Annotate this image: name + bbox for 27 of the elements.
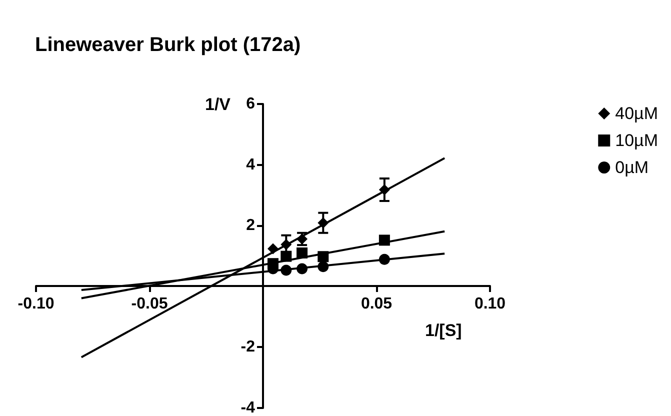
y-tick-label: -4 (240, 400, 256, 416)
point (318, 217, 329, 228)
point (280, 238, 292, 250)
point (280, 264, 292, 276)
point (378, 184, 390, 196)
point (318, 261, 329, 272)
point (280, 250, 292, 262)
x-axis-title: 1/[S] (425, 321, 462, 340)
point (378, 234, 390, 246)
point (318, 251, 329, 262)
legend-label: 10µM (615, 131, 658, 150)
point (267, 243, 278, 254)
y-axis-title: 1/V (205, 95, 232, 114)
y-tick-label: 4 (246, 156, 256, 174)
legend-label: 40µM (615, 104, 658, 123)
point (378, 254, 390, 265)
point (296, 247, 308, 258)
y-tick-label: 6 (246, 96, 256, 112)
y-tick-label: 2 (246, 217, 256, 234)
x-tick-label: -0.05 (131, 296, 168, 312)
chart-title: Lineweaver Burk plot (172a) (35, 34, 301, 56)
x-tick-label: -0.10 (18, 296, 54, 312)
y-tick-label: -2 (240, 338, 256, 356)
point (296, 263, 308, 274)
legend-label: 0µM (615, 158, 649, 177)
x-tick-label: 0.05 (360, 296, 392, 312)
x-tick-label: 0.10 (474, 296, 506, 312)
